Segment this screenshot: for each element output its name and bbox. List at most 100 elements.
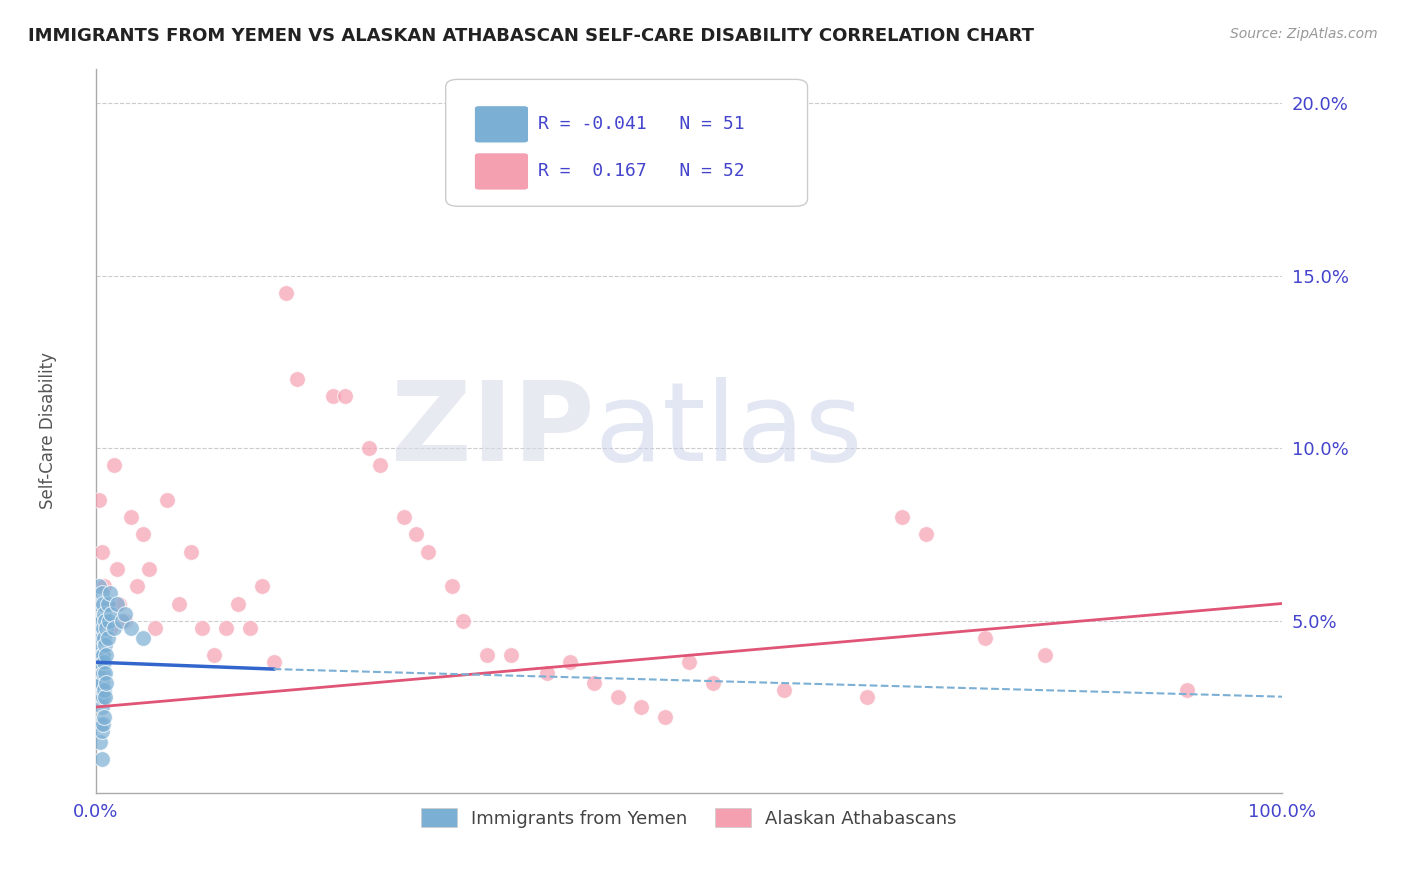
Point <box>891 510 914 524</box>
Point <box>132 527 155 541</box>
Point <box>287 372 309 386</box>
Point <box>772 682 794 697</box>
Point <box>180 545 202 559</box>
Point <box>477 648 499 663</box>
Point <box>191 621 214 635</box>
Point <box>132 631 155 645</box>
Point <box>93 607 115 621</box>
Point <box>536 665 558 680</box>
Point <box>90 586 112 600</box>
Point <box>226 597 249 611</box>
Text: Source: ZipAtlas.com: Source: ZipAtlas.com <box>1230 27 1378 41</box>
Point <box>105 562 128 576</box>
Point <box>250 579 273 593</box>
Point <box>678 655 700 669</box>
Text: IMMIGRANTS FROM YEMEN VS ALASKAN ATHABASCAN SELF-CARE DISABILITY CORRELATION CHA: IMMIGRANTS FROM YEMEN VS ALASKAN ATHABAS… <box>28 27 1035 45</box>
Point <box>582 676 605 690</box>
Text: atlas: atlas <box>593 377 862 484</box>
Point <box>90 545 112 559</box>
Point <box>103 458 125 473</box>
Text: Self-Care Disability: Self-Care Disability <box>39 352 58 509</box>
Point <box>97 631 120 645</box>
Point <box>97 614 120 628</box>
Point <box>357 441 380 455</box>
FancyBboxPatch shape <box>474 153 529 190</box>
Point <box>114 607 136 621</box>
Point <box>97 597 120 611</box>
Point <box>915 527 938 541</box>
Text: ZIP: ZIP <box>391 377 593 484</box>
Point <box>90 648 112 663</box>
Point <box>93 682 115 697</box>
Point <box>89 492 111 507</box>
Point <box>93 631 115 645</box>
Point <box>96 648 118 663</box>
Point <box>138 562 160 576</box>
Point <box>89 631 111 645</box>
Point <box>143 621 166 635</box>
Point <box>1175 682 1198 697</box>
Text: R = -0.041   N = 51: R = -0.041 N = 51 <box>538 115 745 133</box>
Point <box>89 614 111 628</box>
FancyBboxPatch shape <box>446 79 807 206</box>
Point <box>89 641 111 656</box>
Point <box>630 700 652 714</box>
Point <box>202 648 225 663</box>
Point <box>96 676 118 690</box>
Point <box>87 655 110 669</box>
Point <box>100 607 122 621</box>
Point <box>499 648 522 663</box>
Point <box>90 752 112 766</box>
Point <box>1033 648 1056 663</box>
Point <box>89 734 111 748</box>
Point <box>91 665 114 680</box>
Point <box>91 621 114 635</box>
Point <box>89 676 111 690</box>
Point <box>98 621 121 635</box>
Point <box>87 665 110 680</box>
Point <box>90 724 112 739</box>
Point <box>453 614 475 628</box>
Point <box>156 492 179 507</box>
Point <box>96 621 118 635</box>
Point <box>94 638 117 652</box>
Point <box>89 655 111 669</box>
Point <box>114 614 136 628</box>
Point <box>606 690 628 704</box>
Point <box>560 655 582 669</box>
Point <box>263 655 285 669</box>
Point <box>97 597 120 611</box>
Point <box>89 579 111 593</box>
Point <box>105 597 128 611</box>
Point <box>91 597 114 611</box>
Point <box>93 710 115 724</box>
Point <box>108 597 131 611</box>
Point <box>89 717 111 731</box>
FancyBboxPatch shape <box>474 105 529 144</box>
Point <box>856 690 879 704</box>
Point <box>239 621 262 635</box>
Point <box>333 389 356 403</box>
Point <box>93 655 115 669</box>
Point <box>120 621 142 635</box>
Point <box>111 614 134 628</box>
Point <box>322 389 344 403</box>
Point <box>86 648 108 663</box>
Point <box>90 676 112 690</box>
Point <box>90 614 112 628</box>
Point <box>215 621 238 635</box>
Point <box>103 621 125 635</box>
Point <box>274 285 297 300</box>
Point <box>392 510 415 524</box>
Point <box>93 579 115 593</box>
Point <box>440 579 463 593</box>
Point <box>90 631 112 645</box>
Point <box>370 458 392 473</box>
Point <box>94 665 117 680</box>
Point <box>89 690 111 704</box>
Point <box>91 717 114 731</box>
Point <box>127 579 149 593</box>
Point <box>90 700 112 714</box>
Text: R =  0.167   N = 52: R = 0.167 N = 52 <box>538 162 745 180</box>
Legend: Immigrants from Yemen, Alaskan Athabascans: Immigrants from Yemen, Alaskan Athabasca… <box>413 801 965 835</box>
